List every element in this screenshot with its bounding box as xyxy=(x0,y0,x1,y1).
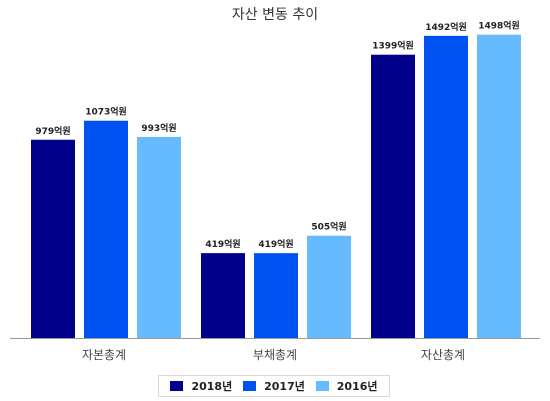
data-label-2-0: 1399억원 xyxy=(372,40,414,52)
data-label-0-0: 979억원 xyxy=(35,125,70,137)
legend-swatch-2018 xyxy=(170,381,184,391)
category-label-1: 부채총계 xyxy=(253,348,297,362)
bar-0-1[interactable] xyxy=(84,120,128,338)
legend-label-2016: 2016년 xyxy=(336,380,378,393)
legend-swatch-2017 xyxy=(243,381,257,391)
legend-item-2016[interactable]: 2016년 xyxy=(315,378,378,394)
category-label-2: 자산총계 xyxy=(421,348,465,362)
data-label-2-2: 1498억원 xyxy=(478,20,520,32)
bar-0-0[interactable] xyxy=(31,139,75,338)
data-label-1-0: 419억원 xyxy=(205,238,240,250)
data-label-1-2: 505억원 xyxy=(311,221,346,233)
category-label-0: 자본총계 xyxy=(82,348,126,362)
data-label-0-1: 1073억원 xyxy=(85,106,127,118)
bar-1-2[interactable] xyxy=(307,235,351,338)
chart-title: 자산 변동 추이 xyxy=(231,7,319,23)
legend-item-2017[interactable]: 2017년 xyxy=(243,378,305,394)
bar-0-2[interactable] xyxy=(137,136,181,338)
data-label-1-1: 419억원 xyxy=(258,238,293,250)
legend-label-2018: 2018년 xyxy=(191,380,233,393)
chart-legend: 2018년 2017년 2016년 xyxy=(158,375,390,397)
bar-2-2[interactable] xyxy=(477,34,521,338)
bar-2-1[interactable] xyxy=(424,35,468,339)
bar-2-0[interactable] xyxy=(371,54,415,338)
bar-1-0[interactable] xyxy=(201,253,245,338)
legend-swatch-2016 xyxy=(315,381,329,391)
data-label-2-1: 1492억원 xyxy=(425,21,467,33)
legend-label-2017: 2017년 xyxy=(264,380,305,393)
bar-1-1[interactable] xyxy=(254,253,298,338)
legend-item-2018[interactable]: 2018년 xyxy=(170,378,232,394)
data-label-0-2: 993억원 xyxy=(141,122,176,134)
